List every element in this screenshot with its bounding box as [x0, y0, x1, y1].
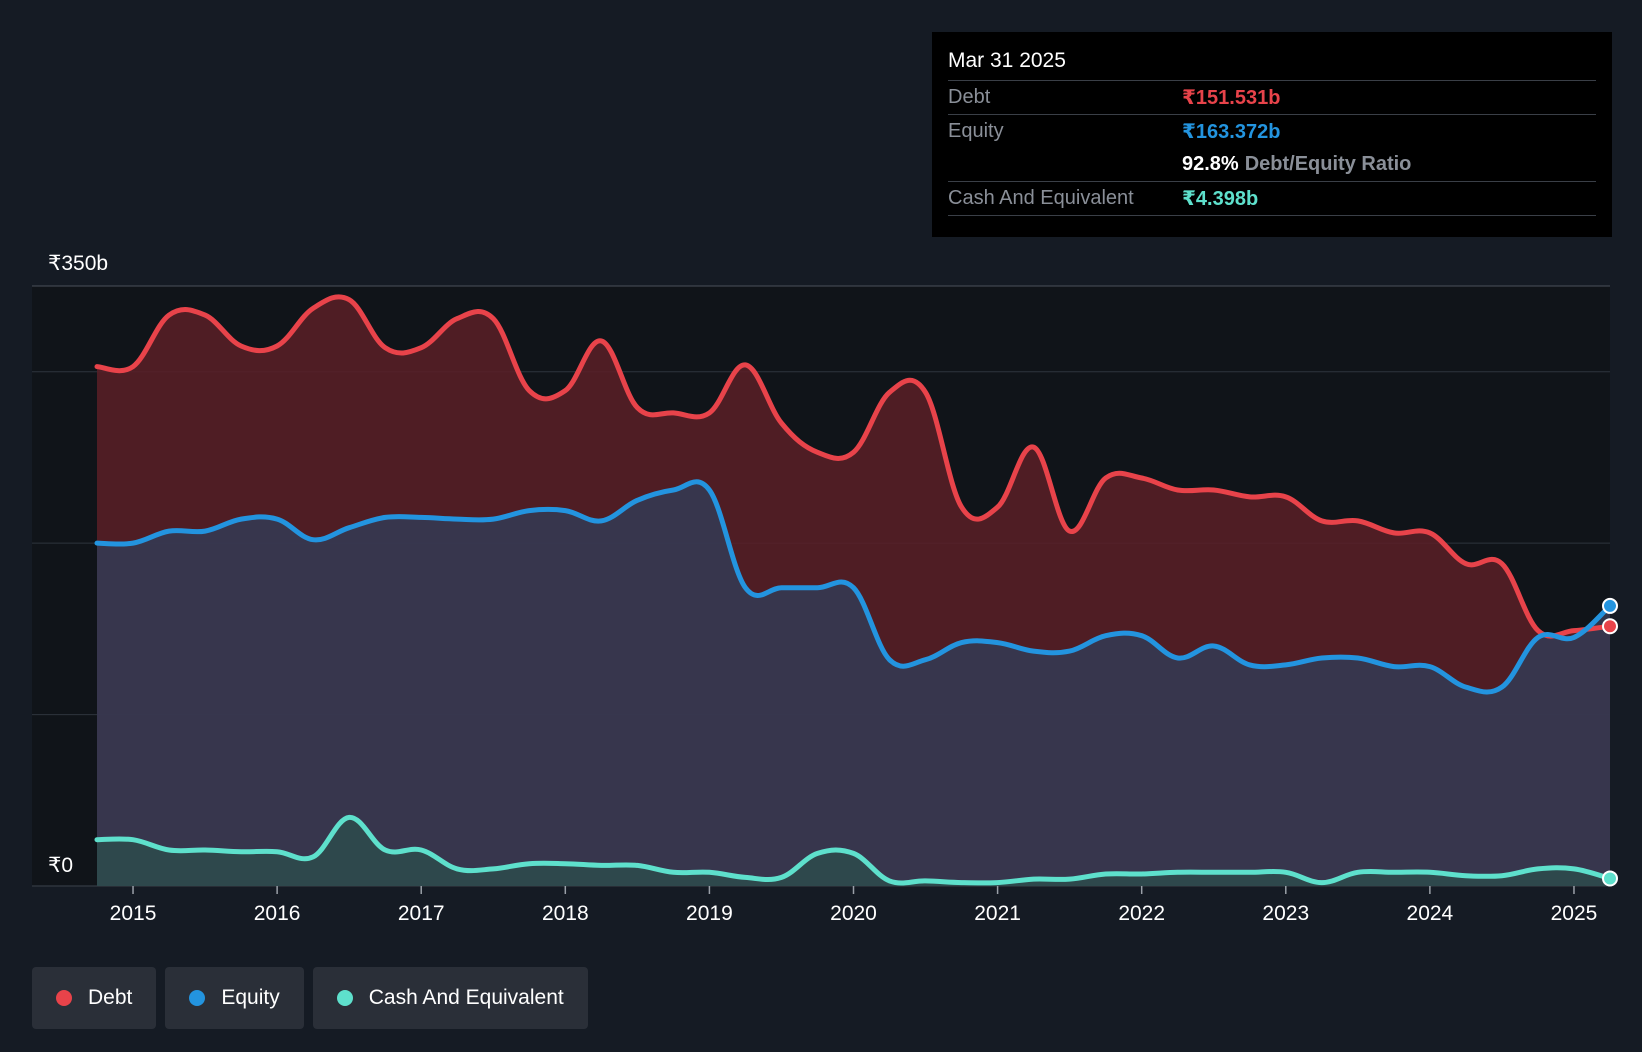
tooltip-equity-label: Equity — [948, 120, 1004, 142]
series-lines — [94, 294, 1613, 886]
tooltip-row-equity: Equity ₹163.372b — [948, 114, 1596, 148]
x-tick-label-2018: 2018 — [542, 902, 589, 925]
x-tick-label-2020: 2020 — [830, 902, 877, 925]
tooltip-row-ratio: 92.8% Debt/Equity Ratio — [948, 148, 1596, 181]
x-tick-label-2015: 2015 — [110, 902, 157, 925]
legend: Debt Equity Cash And Equivalent — [32, 967, 588, 1029]
x-tick-label-2025: 2025 — [1551, 902, 1598, 925]
y-tick-label-350: ₹350b — [48, 252, 108, 275]
legend-item-equity[interactable]: Equity — [165, 967, 304, 1029]
x-tick-label-2016: 2016 — [254, 902, 301, 925]
line-equity — [94, 479, 1613, 695]
line-debt — [94, 294, 1613, 639]
axis-ticks — [132, 886, 1575, 894]
y-tick-label-0: ₹0 — [48, 854, 73, 877]
x-tick-label-2021: 2021 — [974, 902, 1021, 925]
legend-dot-equity — [189, 990, 206, 1006]
tooltip-row-cash: Cash And Equivalent ₹4.398b — [948, 181, 1596, 216]
area-equity — [97, 481, 1610, 886]
marker-debt — [1602, 618, 1618, 635]
legend-dot-debt — [56, 990, 72, 1006]
tooltip-debt-value: ₹151.531b — [1182, 87, 1281, 109]
x-tick-label-2023: 2023 — [1262, 902, 1309, 925]
tooltip-row-debt: Debt ₹151.531b — [948, 80, 1596, 114]
tooltip-ratio-value: 92.8% — [1182, 153, 1239, 175]
tooltip-cash-value: ₹4.398b — [1182, 188, 1259, 210]
marker-cash-and-equivalent — [1602, 870, 1618, 887]
legend-label-cash: Cash And Equivalent — [368, 986, 564, 1009]
x-tick-label-2022: 2022 — [1118, 902, 1165, 925]
end-markers — [1602, 597, 1618, 887]
legend-item-cash[interactable]: Cash And Equivalent — [312, 967, 588, 1029]
tooltip-panel: Mar 31 2025 Debt ₹151.531b Equity ₹163.3… — [932, 32, 1612, 237]
legend-item-debt[interactable]: Debt — [32, 967, 157, 1029]
legend-label-equity: Equity — [221, 986, 280, 1009]
tooltip-date: Mar 31 2025 — [948, 49, 1066, 72]
legend-label-debt: Debt — [88, 986, 133, 1009]
tooltip-cash-label: Cash And Equivalent — [948, 187, 1134, 209]
legend-dot-cash — [336, 990, 353, 1006]
x-tick-label-2024: 2024 — [1407, 902, 1454, 925]
tooltip-equity-value: ₹163.372b — [1182, 121, 1281, 143]
marker-equity — [1602, 597, 1618, 614]
x-tick-label-2019: 2019 — [686, 902, 733, 925]
tooltip-debt-label: Debt — [948, 86, 991, 108]
axis-labels: 2015 2016 2017 2018 2019 2020 2021 2022 2023 2024… — [48, 252, 1597, 925]
tooltip-ratio-label: Debt/Equity Ratio — [1244, 153, 1412, 175]
x-tick-label-2017: 2017 — [398, 902, 445, 925]
line-cash-and-equivalent — [94, 814, 1613, 886]
